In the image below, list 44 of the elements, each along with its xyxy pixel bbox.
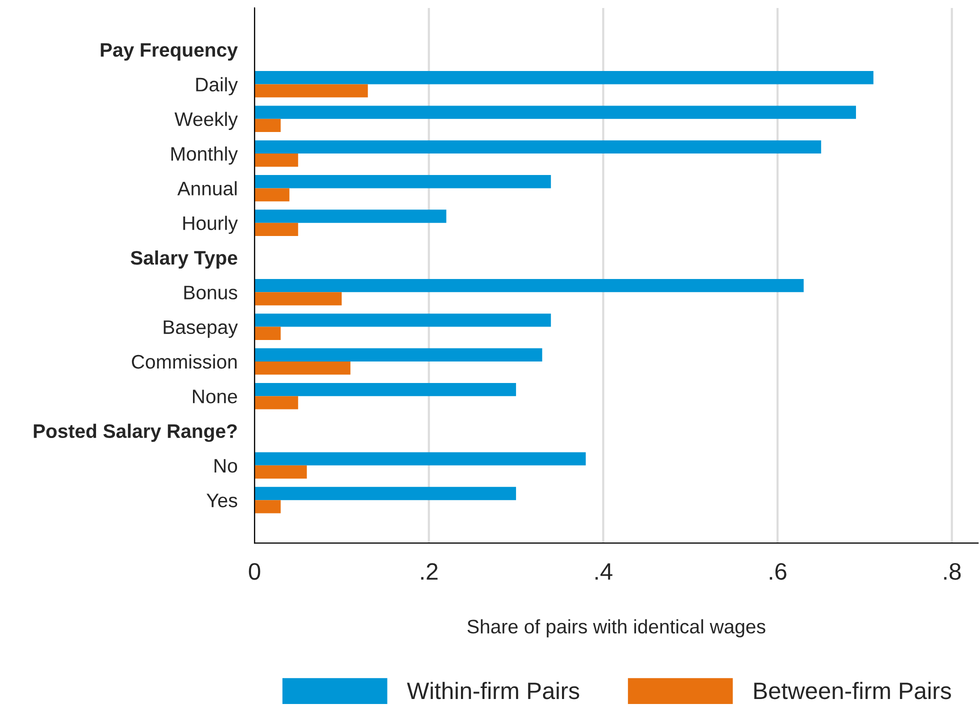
y-tick-label: Basepay	[164, 320, 238, 338]
y-tick-label: Weekly	[174, 112, 238, 130]
bar	[254, 188, 290, 202]
x-tick-label: 0	[248, 563, 260, 580]
bar	[254, 396, 298, 410]
x-axis-title: Share of pairs with identical wages	[467, 619, 766, 638]
legend-label: Between-firm Pairs	[754, 682, 951, 700]
y-tick-label: Pay Frequency	[100, 43, 238, 61]
bar	[254, 361, 350, 375]
y-tick-label: Yes	[206, 494, 238, 508]
y-tick-label: Monthly	[171, 146, 238, 165]
x-tick-label: .2	[421, 563, 438, 580]
y-tick-label: Daily	[196, 77, 238, 96]
x-tick-label: .8	[944, 563, 961, 580]
bar	[254, 278, 804, 292]
legend-label: Within-firm Pairs	[406, 682, 580, 700]
bar	[254, 118, 281, 132]
bar	[254, 222, 298, 236]
y-tick-label: None	[192, 390, 238, 404]
y-tick-label: No	[214, 459, 238, 473]
bar	[254, 465, 307, 479]
y-tick-label: Posted Salary Range?	[34, 424, 237, 442]
bar	[254, 154, 298, 167]
bar	[254, 500, 281, 514]
x-tick-label: .6	[770, 563, 786, 580]
bar	[254, 452, 586, 466]
bar	[254, 175, 551, 188]
bar	[254, 348, 542, 362]
y-tick-label: Hourly	[183, 216, 238, 234]
bar	[254, 71, 874, 84]
y-tick-label: Bonus	[184, 286, 238, 300]
y-tick-label: Commission	[132, 354, 237, 369]
bar	[254, 210, 446, 223]
x-tick-label: .4	[596, 563, 612, 580]
y-tick-label: Annual	[177, 181, 237, 196]
bar	[254, 314, 551, 327]
bar	[254, 486, 516, 500]
bar	[254, 140, 822, 154]
bar	[254, 326, 281, 340]
y-tick-label: Salary Type	[130, 250, 238, 269]
bar	[254, 292, 342, 306]
bar	[254, 84, 368, 98]
bar	[254, 382, 516, 396]
bar	[254, 106, 856, 119]
